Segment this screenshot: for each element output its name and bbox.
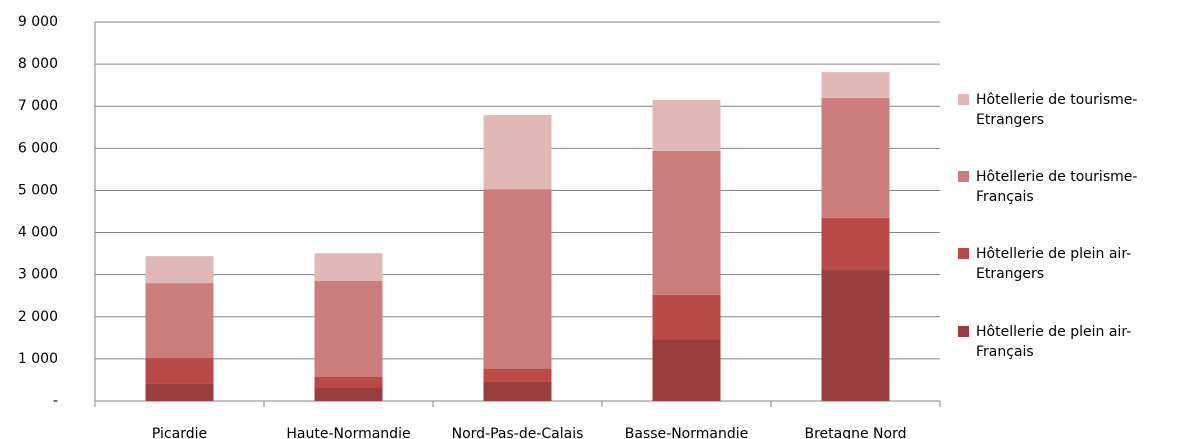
bar-segment <box>314 253 383 281</box>
legend-item: Hôtellerie de tourisme-Etrangers <box>958 90 1158 130</box>
y-tick-label: 3 000 <box>18 267 58 283</box>
bar-segment <box>483 189 552 369</box>
bar-segment <box>652 150 721 295</box>
legend-swatch <box>958 94 969 105</box>
x-tick-label: Bretagne Nord <box>805 426 907 439</box>
bar-segment <box>483 368 552 382</box>
x-tick-label: Nord-Pas-de-Calais <box>452 426 584 439</box>
y-tick-label: 9 000 <box>18 14 58 30</box>
x-tick-label: Haute-Normandie <box>286 426 410 439</box>
legend-swatch <box>958 326 969 337</box>
legend-item: Hôtellerie de plein air-Français <box>958 322 1158 362</box>
bar-segment <box>821 217 890 271</box>
y-tick-label: 8 000 <box>18 56 58 72</box>
legend-swatch <box>958 171 969 182</box>
bar-segment <box>483 115 552 190</box>
legend-item: Hôtellerie de plein air-Etrangers <box>958 244 1158 284</box>
bar-segment <box>821 97 890 218</box>
x-tick-label: Picardie <box>152 426 207 439</box>
legend-swatch <box>958 248 969 259</box>
x-tick-label: Basse-Normandie <box>625 426 748 439</box>
legend-label: Hôtellerie de plein air-Français <box>976 324 1132 360</box>
bar-segment <box>145 256 214 284</box>
bar-segment <box>145 283 214 359</box>
bar-segment <box>821 72 890 98</box>
bar-segment <box>652 294 721 340</box>
bar-segment <box>821 270 890 401</box>
y-tick-label: 7 000 <box>18 98 58 114</box>
legend-label: Hôtellerie de tourisme-Etrangers <box>976 92 1138 128</box>
y-tick-label: 2 000 <box>18 309 58 325</box>
y-tick-label: 4 000 <box>18 225 58 241</box>
y-tick-label: - <box>53 393 58 409</box>
bar-segment <box>314 387 383 401</box>
bar-segment <box>652 339 721 401</box>
legend-item: Hôtellerie de tourisme-Français <box>958 167 1158 207</box>
bar-segment <box>145 383 214 401</box>
legend-label: Hôtellerie de tourisme-Français <box>976 169 1138 205</box>
y-tick-label: 5 000 <box>18 182 58 198</box>
bar-segment <box>314 376 383 388</box>
bar-segment <box>652 99 721 151</box>
bar-segment <box>483 381 552 401</box>
y-tick-label: 6 000 <box>18 140 58 156</box>
bar-segment <box>145 358 214 384</box>
bar-segment <box>314 280 383 377</box>
legend-label: Hôtellerie de plein air-Etrangers <box>976 246 1132 282</box>
y-tick-label: 1 000 <box>18 351 58 367</box>
